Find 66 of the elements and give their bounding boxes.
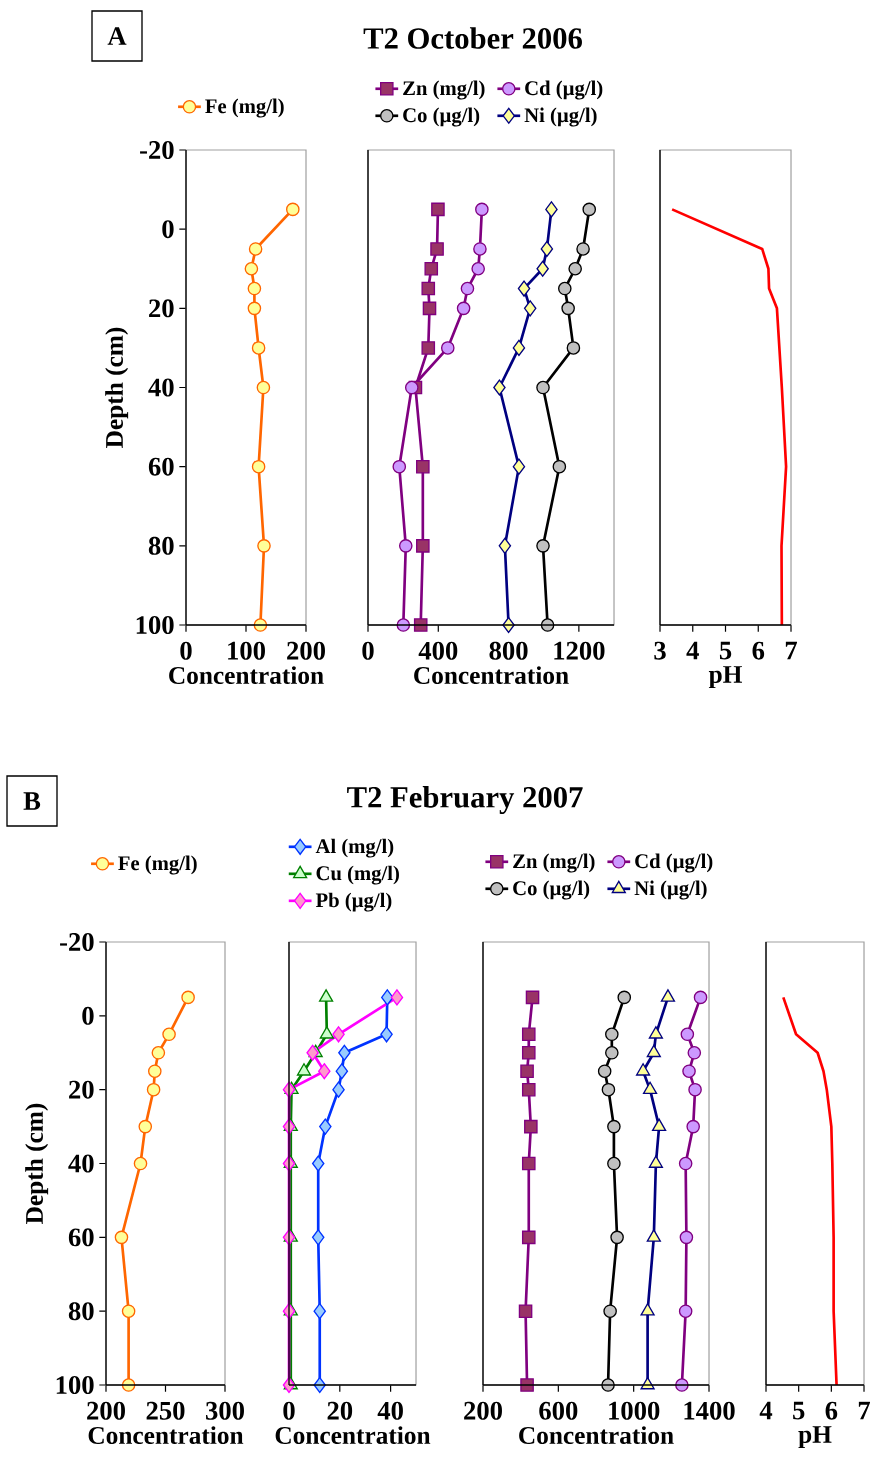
x-tick-label: 1400: [684, 1401, 735, 1420]
x-tick-label: 4: [686, 641, 699, 660]
y-tick-label: 80: [68, 1302, 94, 1321]
x-tick-label: 0: [180, 641, 192, 660]
legend-label: Ni (µg/l): [524, 107, 597, 127]
y-tick-label: -20: [60, 933, 94, 951]
x-tick-label: 7: [858, 1401, 871, 1420]
legend-label: Cd (µg/l): [525, 80, 603, 100]
x-axis-title: Concentration: [169, 666, 324, 685]
x-axis-title: Concentration: [88, 1426, 244, 1445]
x-tick-label: 250: [146, 1401, 185, 1420]
legend-label: Zn (mg/l): [403, 80, 485, 100]
legend-label: Zn (mg/l): [513, 853, 595, 873]
y-tick-label: -20: [140, 141, 174, 159]
legend-label: Fe (mg/l): [205, 98, 284, 118]
x-tick-label: 4: [759, 1401, 773, 1420]
legend-label: Cu (mg/l): [316, 865, 399, 885]
x-tick-label: 400: [418, 641, 458, 660]
x-tick-label: 40: [377, 1401, 403, 1420]
text: A: [107, 27, 127, 45]
x-tick-label: 20: [327, 1401, 353, 1420]
legend-label: Co (µg/l): [513, 880, 590, 900]
y-axis-title: Depth (cm): [25, 1103, 49, 1224]
x-tick-label: 800: [489, 641, 528, 660]
x-tick-label: 3: [654, 641, 666, 660]
y-tick-label: 80: [148, 536, 174, 555]
legend-label: Pb (µg/l): [315, 892, 392, 912]
x-tick-label: 6: [752, 641, 765, 660]
x-axis-title: Concentration: [414, 666, 569, 685]
x-tick-label: 1200: [554, 641, 605, 660]
legend-label: Cd (µg/l): [635, 853, 713, 873]
y-tick-label: 60: [148, 457, 174, 476]
x-tick-label: 300: [206, 1401, 244, 1420]
y-tick-label: 20: [149, 299, 174, 318]
x-axis-title: Concentration: [275, 1426, 431, 1445]
x-axis-title: pH: [708, 666, 742, 689]
y-tick-label: 0: [162, 220, 174, 239]
y-tick-label: 100: [136, 616, 174, 634]
legend-label: Al (mg/l): [315, 838, 394, 858]
y-tick-label: 20: [69, 1080, 94, 1099]
x-axis-title: pH: [798, 1426, 832, 1449]
x-tick-label: 6: [825, 1401, 838, 1420]
x-tick-label: 0: [362, 641, 374, 660]
y-tick-label: 40: [148, 378, 174, 397]
x-tick-label: 200: [87, 1401, 125, 1420]
y-axis-title: Depth (cm): [105, 327, 129, 448]
x-tick-label: 100: [228, 641, 265, 660]
x-tick-label: 5: [793, 1401, 805, 1420]
x-axis-title: Concentration: [519, 1426, 674, 1445]
y-tick-label: 0: [82, 1006, 94, 1025]
legend-label: Co (µg/l): [403, 107, 480, 127]
chart-title: T2 February 2007: [347, 786, 583, 814]
legend-label: Fe (mg/l): [118, 855, 197, 875]
x-tick-label: 0: [283, 1401, 295, 1420]
y-tick-label: 60: [68, 1228, 94, 1247]
x-tick-label: 600: [539, 1401, 578, 1420]
x-tick-label: 7: [785, 641, 798, 660]
x-tick-label: 200: [287, 641, 325, 660]
chart-title: T2 October 2006: [363, 27, 582, 49]
x-tick-label: 1000: [609, 1401, 660, 1420]
x-tick-label: 200: [464, 1401, 502, 1420]
legend-label: Ni (µg/l): [634, 880, 707, 900]
x-tick-label: 5: [719, 641, 732, 660]
text: B: [23, 792, 41, 810]
y-tick-label: 100: [56, 1376, 94, 1395]
y-tick-label: 40: [68, 1154, 94, 1173]
